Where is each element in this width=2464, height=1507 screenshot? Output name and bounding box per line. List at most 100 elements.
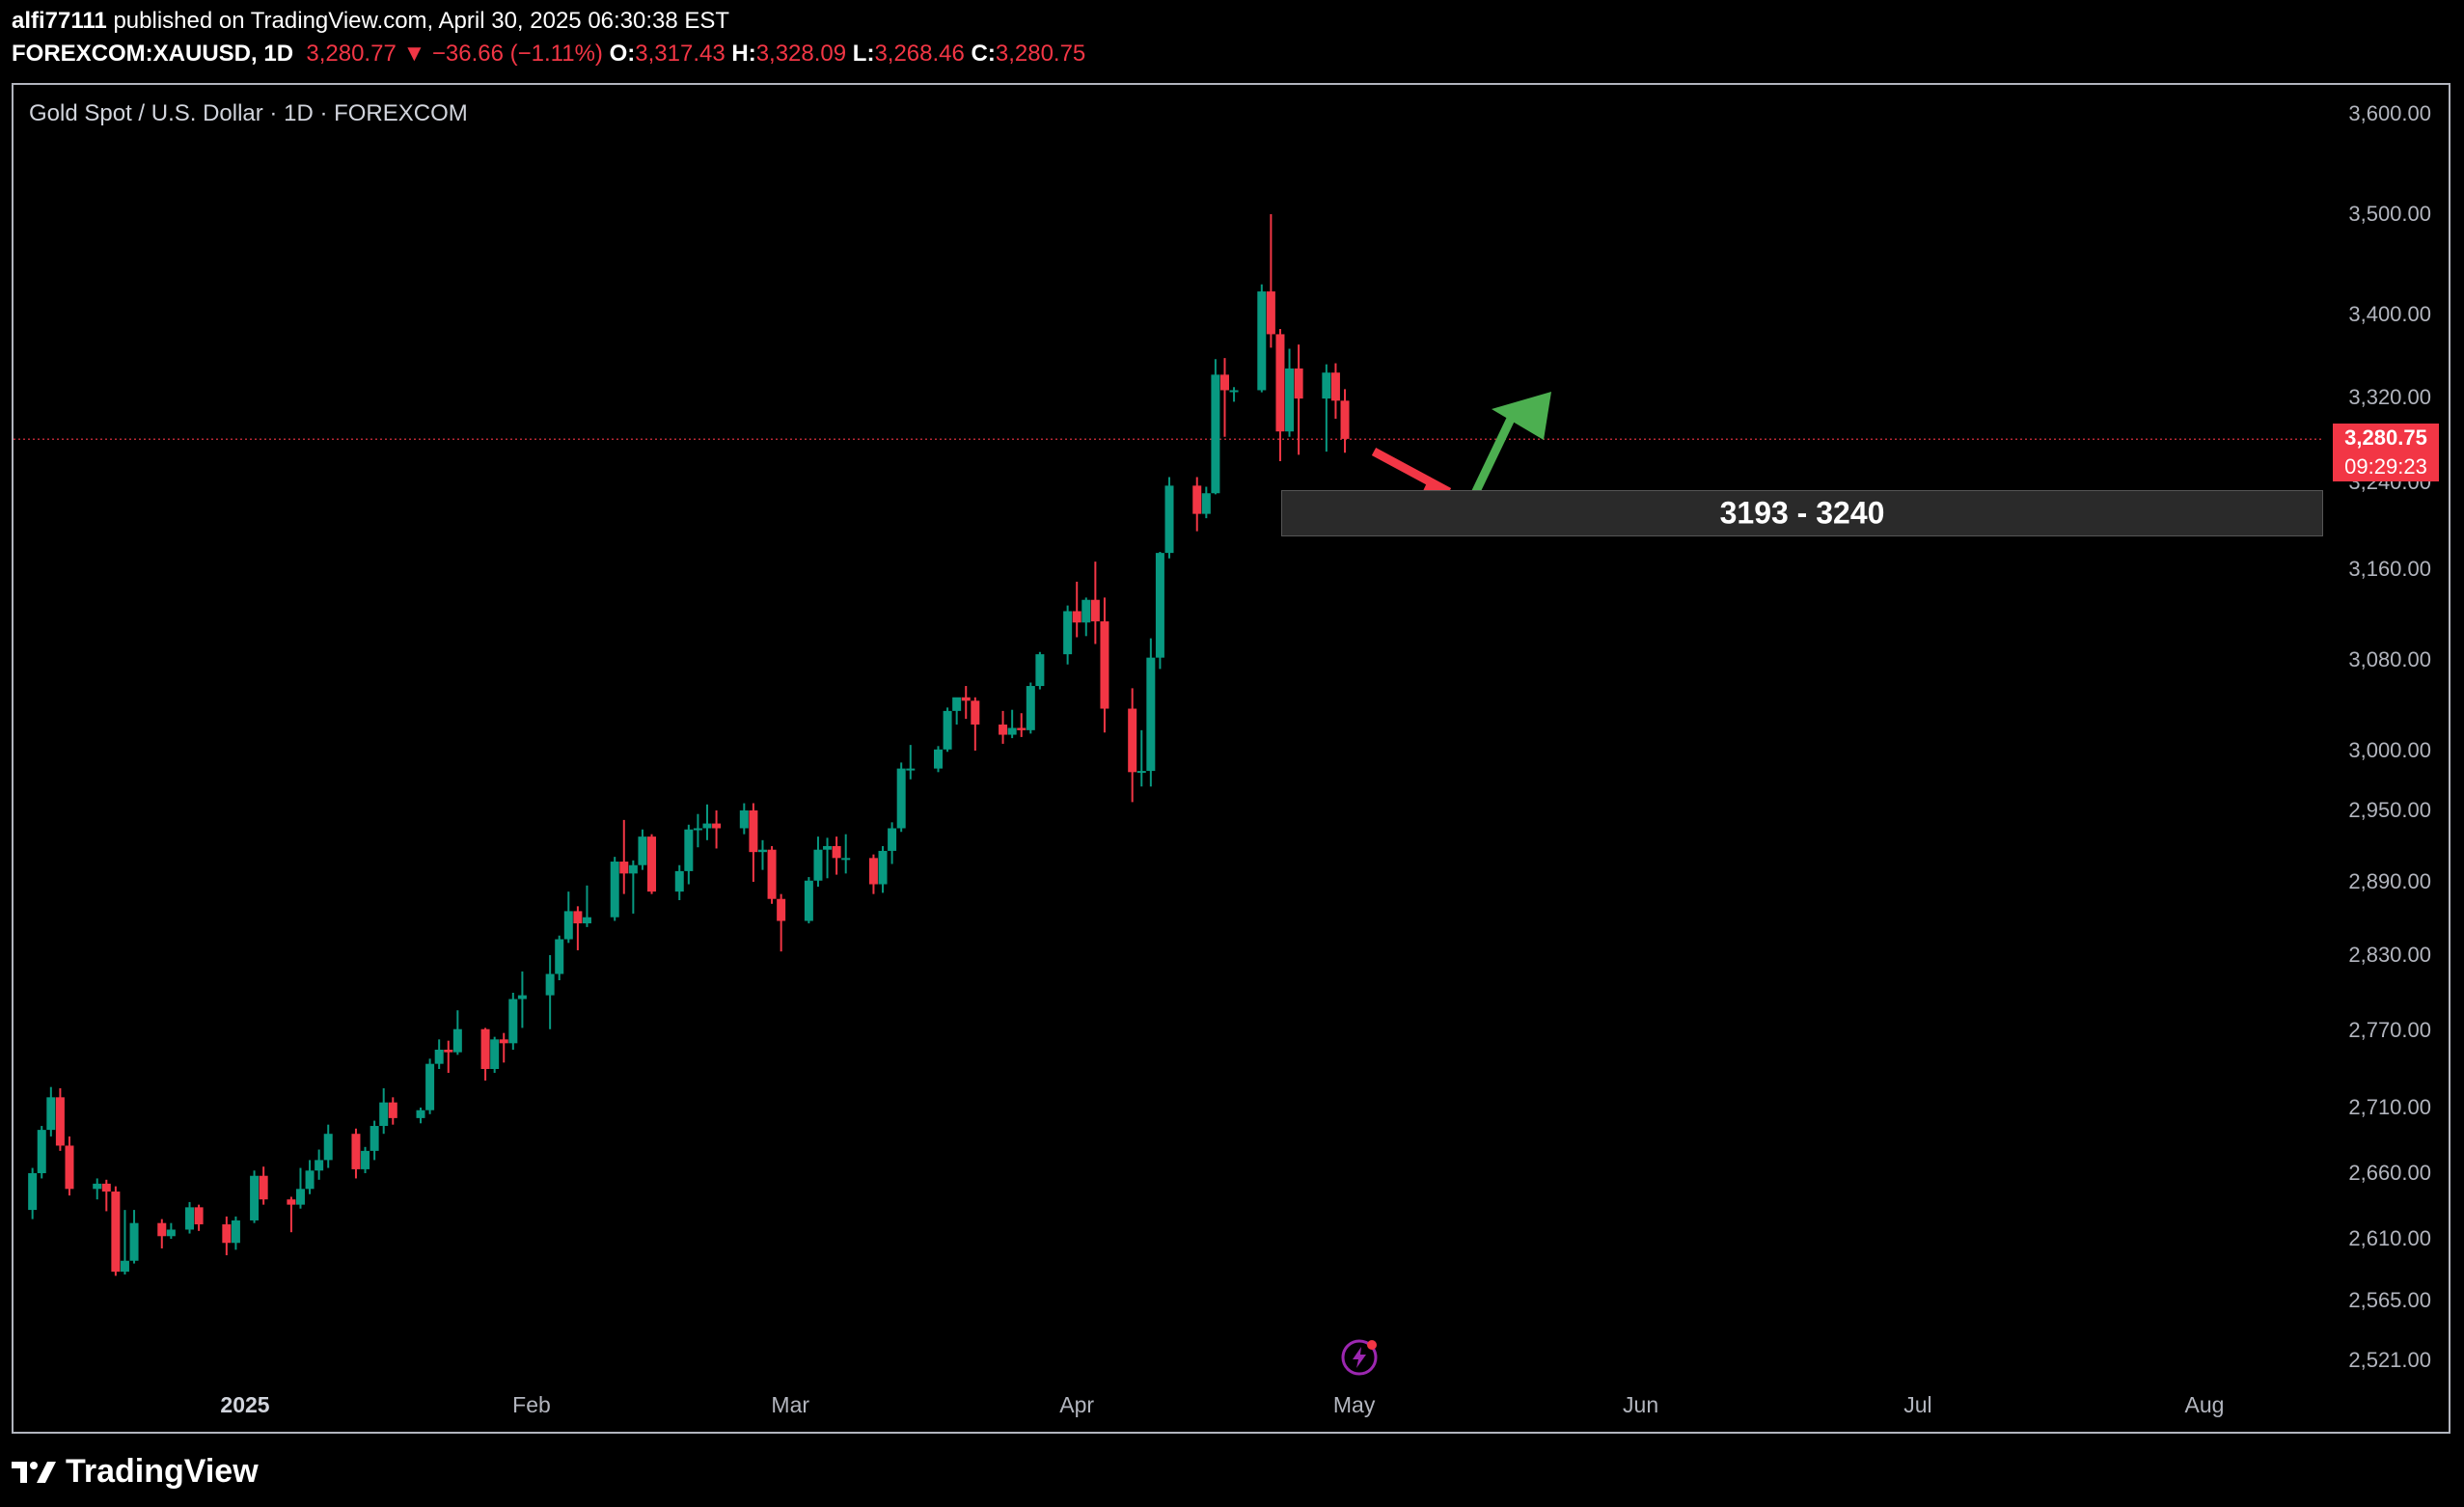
candle-body — [610, 862, 619, 918]
price-tick-label: 3,320.00 — [2348, 385, 2431, 409]
candle-body — [757, 849, 767, 853]
candle-body — [1026, 686, 1035, 730]
candle-body — [1090, 599, 1100, 622]
candle-body — [693, 828, 702, 831]
candle-body — [295, 1189, 305, 1205]
candle-body — [712, 823, 722, 829]
chart-frame[interactable] — [12, 83, 2450, 1434]
price-tick-label: 3,600.00 — [2348, 101, 2431, 125]
candle-body — [65, 1145, 74, 1190]
candle-body — [315, 1160, 324, 1171]
candle-body — [305, 1170, 315, 1190]
candle-body — [619, 862, 629, 874]
symbol-label: FOREXCOM:XAUUSD, 1D — [12, 41, 294, 67]
candle-body — [563, 911, 573, 940]
price-tick-label: 3,000.00 — [2348, 738, 2431, 762]
support-zone[interactable]: 3193 - 3240 — [1281, 490, 2323, 536]
candle-body — [1322, 372, 1331, 399]
candle-body — [684, 829, 694, 871]
candle-body — [999, 724, 1008, 735]
down-triangle-icon: ▼ — [402, 41, 426, 67]
candle-body — [767, 849, 777, 899]
low-value: 3,268.46 — [874, 41, 965, 67]
candle-body — [185, 1207, 195, 1230]
candle-body — [971, 700, 980, 725]
candle-body — [370, 1126, 379, 1151]
time-tick-label: Jun — [1623, 1392, 1659, 1417]
candle-body — [888, 828, 897, 851]
candle-body — [55, 1097, 65, 1146]
price-tick-label: 2,710.00 — [2348, 1095, 2431, 1119]
candle-body — [1128, 708, 1137, 773]
candle-body — [1192, 485, 1202, 514]
candle-body — [823, 846, 833, 850]
candle-body — [508, 999, 518, 1044]
tradingview-logo[interactable]: TradingView — [12, 1453, 259, 1491]
candle-body — [101, 1183, 111, 1192]
chart-legend[interactable]: Gold Spot / U.S. Dollar · 1D · FOREXCOM — [29, 100, 468, 126]
candle-body — [37, 1130, 46, 1173]
publish-line: alfi77111 published on TradingView.com, … — [12, 8, 729, 35]
price-tick-label: 2,950.00 — [2348, 798, 2431, 822]
candle-body — [351, 1134, 361, 1169]
candle-body — [231, 1219, 240, 1244]
candle-body — [628, 864, 638, 874]
price-tick-label: 3,400.00 — [2348, 302, 2431, 326]
countdown-tag: 09:29:23 — [2333, 452, 2439, 482]
candle-body — [702, 823, 712, 829]
close-value: 3,280.75 — [995, 41, 1086, 67]
candle-body — [582, 917, 591, 924]
candle-body — [361, 1150, 370, 1169]
candle-body — [1257, 291, 1267, 391]
candle-body — [379, 1102, 389, 1127]
candle-body — [1275, 334, 1285, 432]
candle-body — [194, 1207, 204, 1225]
candle-body — [323, 1134, 333, 1161]
candle-body — [1330, 372, 1340, 401]
candle-body — [1266, 291, 1275, 335]
candle-body — [1017, 727, 1027, 730]
price-tick-label: 2,890.00 — [2348, 869, 2431, 893]
candle-body — [952, 697, 962, 711]
candle-body — [1072, 611, 1081, 623]
candle-body — [906, 768, 916, 771]
open-value: 3,317.43 — [635, 41, 726, 67]
candle-body — [1211, 374, 1220, 494]
candle-body — [934, 749, 943, 769]
candle-body — [111, 1192, 121, 1273]
candle-body — [28, 1173, 38, 1211]
author-name[interactable]: alfi77111 — [12, 8, 107, 34]
candle-body — [896, 768, 906, 829]
candle-body — [1164, 485, 1174, 554]
candle-body — [444, 1050, 453, 1053]
time-tick-label: Aug — [2184, 1392, 2225, 1417]
time-tick-label: May — [1332, 1392, 1376, 1417]
price-tick-label: 2,521.00 — [2348, 1348, 2431, 1372]
candle-body — [259, 1175, 268, 1200]
low-label: L: — [852, 41, 875, 67]
candle-body — [1146, 657, 1156, 772]
candle-body — [1100, 621, 1109, 709]
high-label: H: — [731, 41, 756, 67]
last-price: 3,280.77 — [306, 41, 397, 67]
support-zone-label: 3193 - 3240 — [1719, 495, 1885, 531]
candle-body — [1063, 611, 1073, 655]
price-tick-label: 2,830.00 — [2348, 943, 2431, 967]
lightning-icon[interactable] — [1340, 1338, 1379, 1377]
candle-body — [943, 710, 952, 750]
candle-body — [1035, 654, 1045, 687]
high-value: 3,328.09 — [755, 41, 847, 67]
candle-body — [868, 858, 878, 885]
candle-body — [749, 810, 758, 853]
candle-body — [166, 1229, 176, 1237]
candle-body — [434, 1050, 444, 1064]
price-tick-label: 3,160.00 — [2348, 557, 2431, 581]
open-label: O: — [609, 41, 636, 67]
candle-body — [832, 846, 841, 859]
candle-body — [647, 836, 657, 892]
candle-body — [129, 1222, 139, 1261]
price-change: −36.66 (−1.11%) — [431, 41, 603, 67]
candle-body — [638, 836, 647, 865]
candle-body — [813, 849, 823, 881]
